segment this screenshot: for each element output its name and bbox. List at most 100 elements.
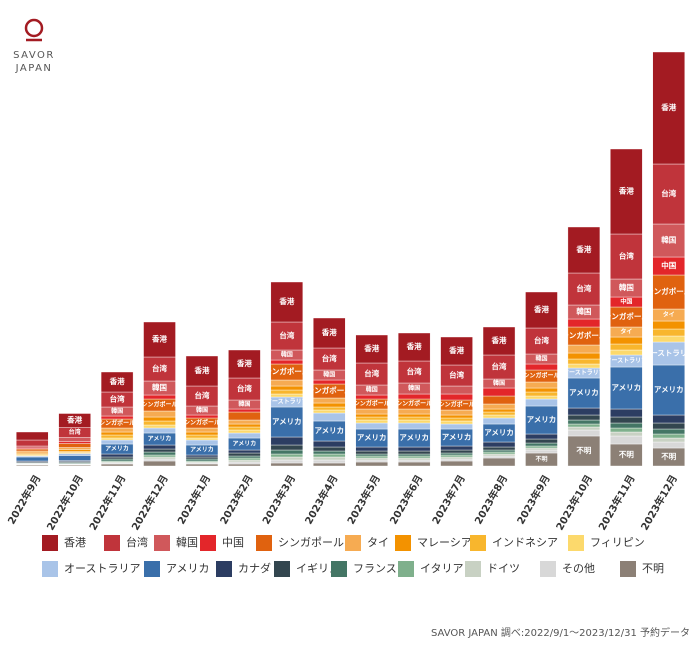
bar-segment [270,436,304,446]
segment-label: 台湾 [322,353,337,363]
segment-label: 香港 [321,327,337,337]
bar-segment [313,402,346,408]
bar-segment [185,439,219,446]
segment-label: シンガポール [561,330,606,340]
logo: SAVOR JAPAN [13,18,53,74]
segment-label: 台湾 [279,330,294,340]
segment-label: シンガポール [307,385,352,395]
bar-segment [440,460,473,467]
segment-label: 中国 [620,298,632,306]
bar-segment [100,434,134,439]
x-tick-label: 2023年3月 [259,473,298,527]
x-tick-label: 2023年1月 [175,473,214,527]
legend-label: ドイツ [487,562,520,575]
x-tick-label: 2023年5月 [344,473,383,527]
bar-segment [355,334,388,364]
bar-segment [100,463,134,467]
bar-segment [482,453,516,457]
bar-segment [440,445,473,451]
bar-segment [652,428,685,435]
bar-segment [58,437,91,442]
bar-segment [355,459,388,463]
bar-segment [270,389,304,395]
legend-swatch [470,535,486,551]
bar-segment [525,433,558,440]
legend-label: フィリピン [590,536,645,549]
segment-label: シンガポール [184,419,220,427]
segment-label: シンガポール [142,401,178,409]
x-tick-label: 2023年4月 [302,473,341,527]
bar-segment [397,455,431,459]
bar-segment [440,452,473,456]
bar-segment [525,291,558,329]
legend-label: 台湾 [126,535,148,549]
bar-segment [567,363,601,369]
bar-segment [355,422,388,430]
bar-segment [652,51,685,165]
bar-segment [610,427,643,433]
bar-segment [525,438,558,444]
bar-segment [567,429,601,437]
bar-segment [313,412,346,422]
bar-segment [482,408,516,413]
segment-label: 台湾 [152,363,167,373]
bar-segment [652,163,685,225]
bar-segment [185,458,219,462]
bar-segment [652,328,685,337]
bar-segment [143,448,176,453]
segment-label: シンガポール [264,366,309,376]
bar-segment [355,394,388,400]
legend-swatch [398,561,414,577]
logo-mark [24,18,44,38]
bar-segment [100,415,134,420]
x-tick-label: 2022年12月 [129,473,171,533]
bar-segment [397,450,431,455]
segment-label: 台湾 [619,251,634,261]
legend-label: 不明 [642,562,664,575]
bar-segment [228,452,261,457]
bar-segment [482,326,516,356]
bar-segment [143,427,176,434]
legend-swatch [620,561,636,577]
bar-segment [270,456,304,461]
bar-segment [143,394,176,400]
bar-segment [397,457,431,461]
bar-segment [482,387,516,397]
bar-segment [16,450,49,454]
bar-segment [355,455,388,459]
segment-label: 香港 [533,304,549,314]
bar-segment [270,444,304,451]
segment-label: アメリカ [612,383,642,392]
bar-segment [313,440,346,448]
bar-segment [313,379,346,385]
legend-label: シンガポール [278,536,344,549]
segment-label: 香港 [193,365,209,375]
bar-segment [185,431,219,436]
segment-label: 台湾 [407,366,422,376]
bar-segment [228,432,261,439]
segment-label: アメリカ [148,436,172,443]
bar-segment [228,349,261,379]
legend-label: イタリア [420,562,464,575]
segment-label: アメリカ [190,447,214,454]
bar-segment [270,379,304,387]
bar-segment [610,416,643,424]
bar-segment [355,413,388,418]
bar-segment [270,459,304,464]
segment-label: 韓国 [196,406,208,414]
bar-segment [525,449,558,454]
bar-segment [100,371,134,393]
segment-label: アメリカ [527,415,557,424]
bar-segment [482,441,516,448]
segment-label: 韓国 [152,382,167,392]
bar-segment [567,419,601,425]
bar-segment [567,423,601,428]
segment-label: 香港 [278,296,294,306]
bar-segment [525,327,558,355]
x-tick-label: 2023年9月 [514,473,553,527]
segment-label: アメリカ [233,441,257,448]
segment-label: 不明 [661,452,676,461]
bar-segment [270,453,304,458]
bar-segment [100,456,134,460]
bar-segment [185,463,219,467]
